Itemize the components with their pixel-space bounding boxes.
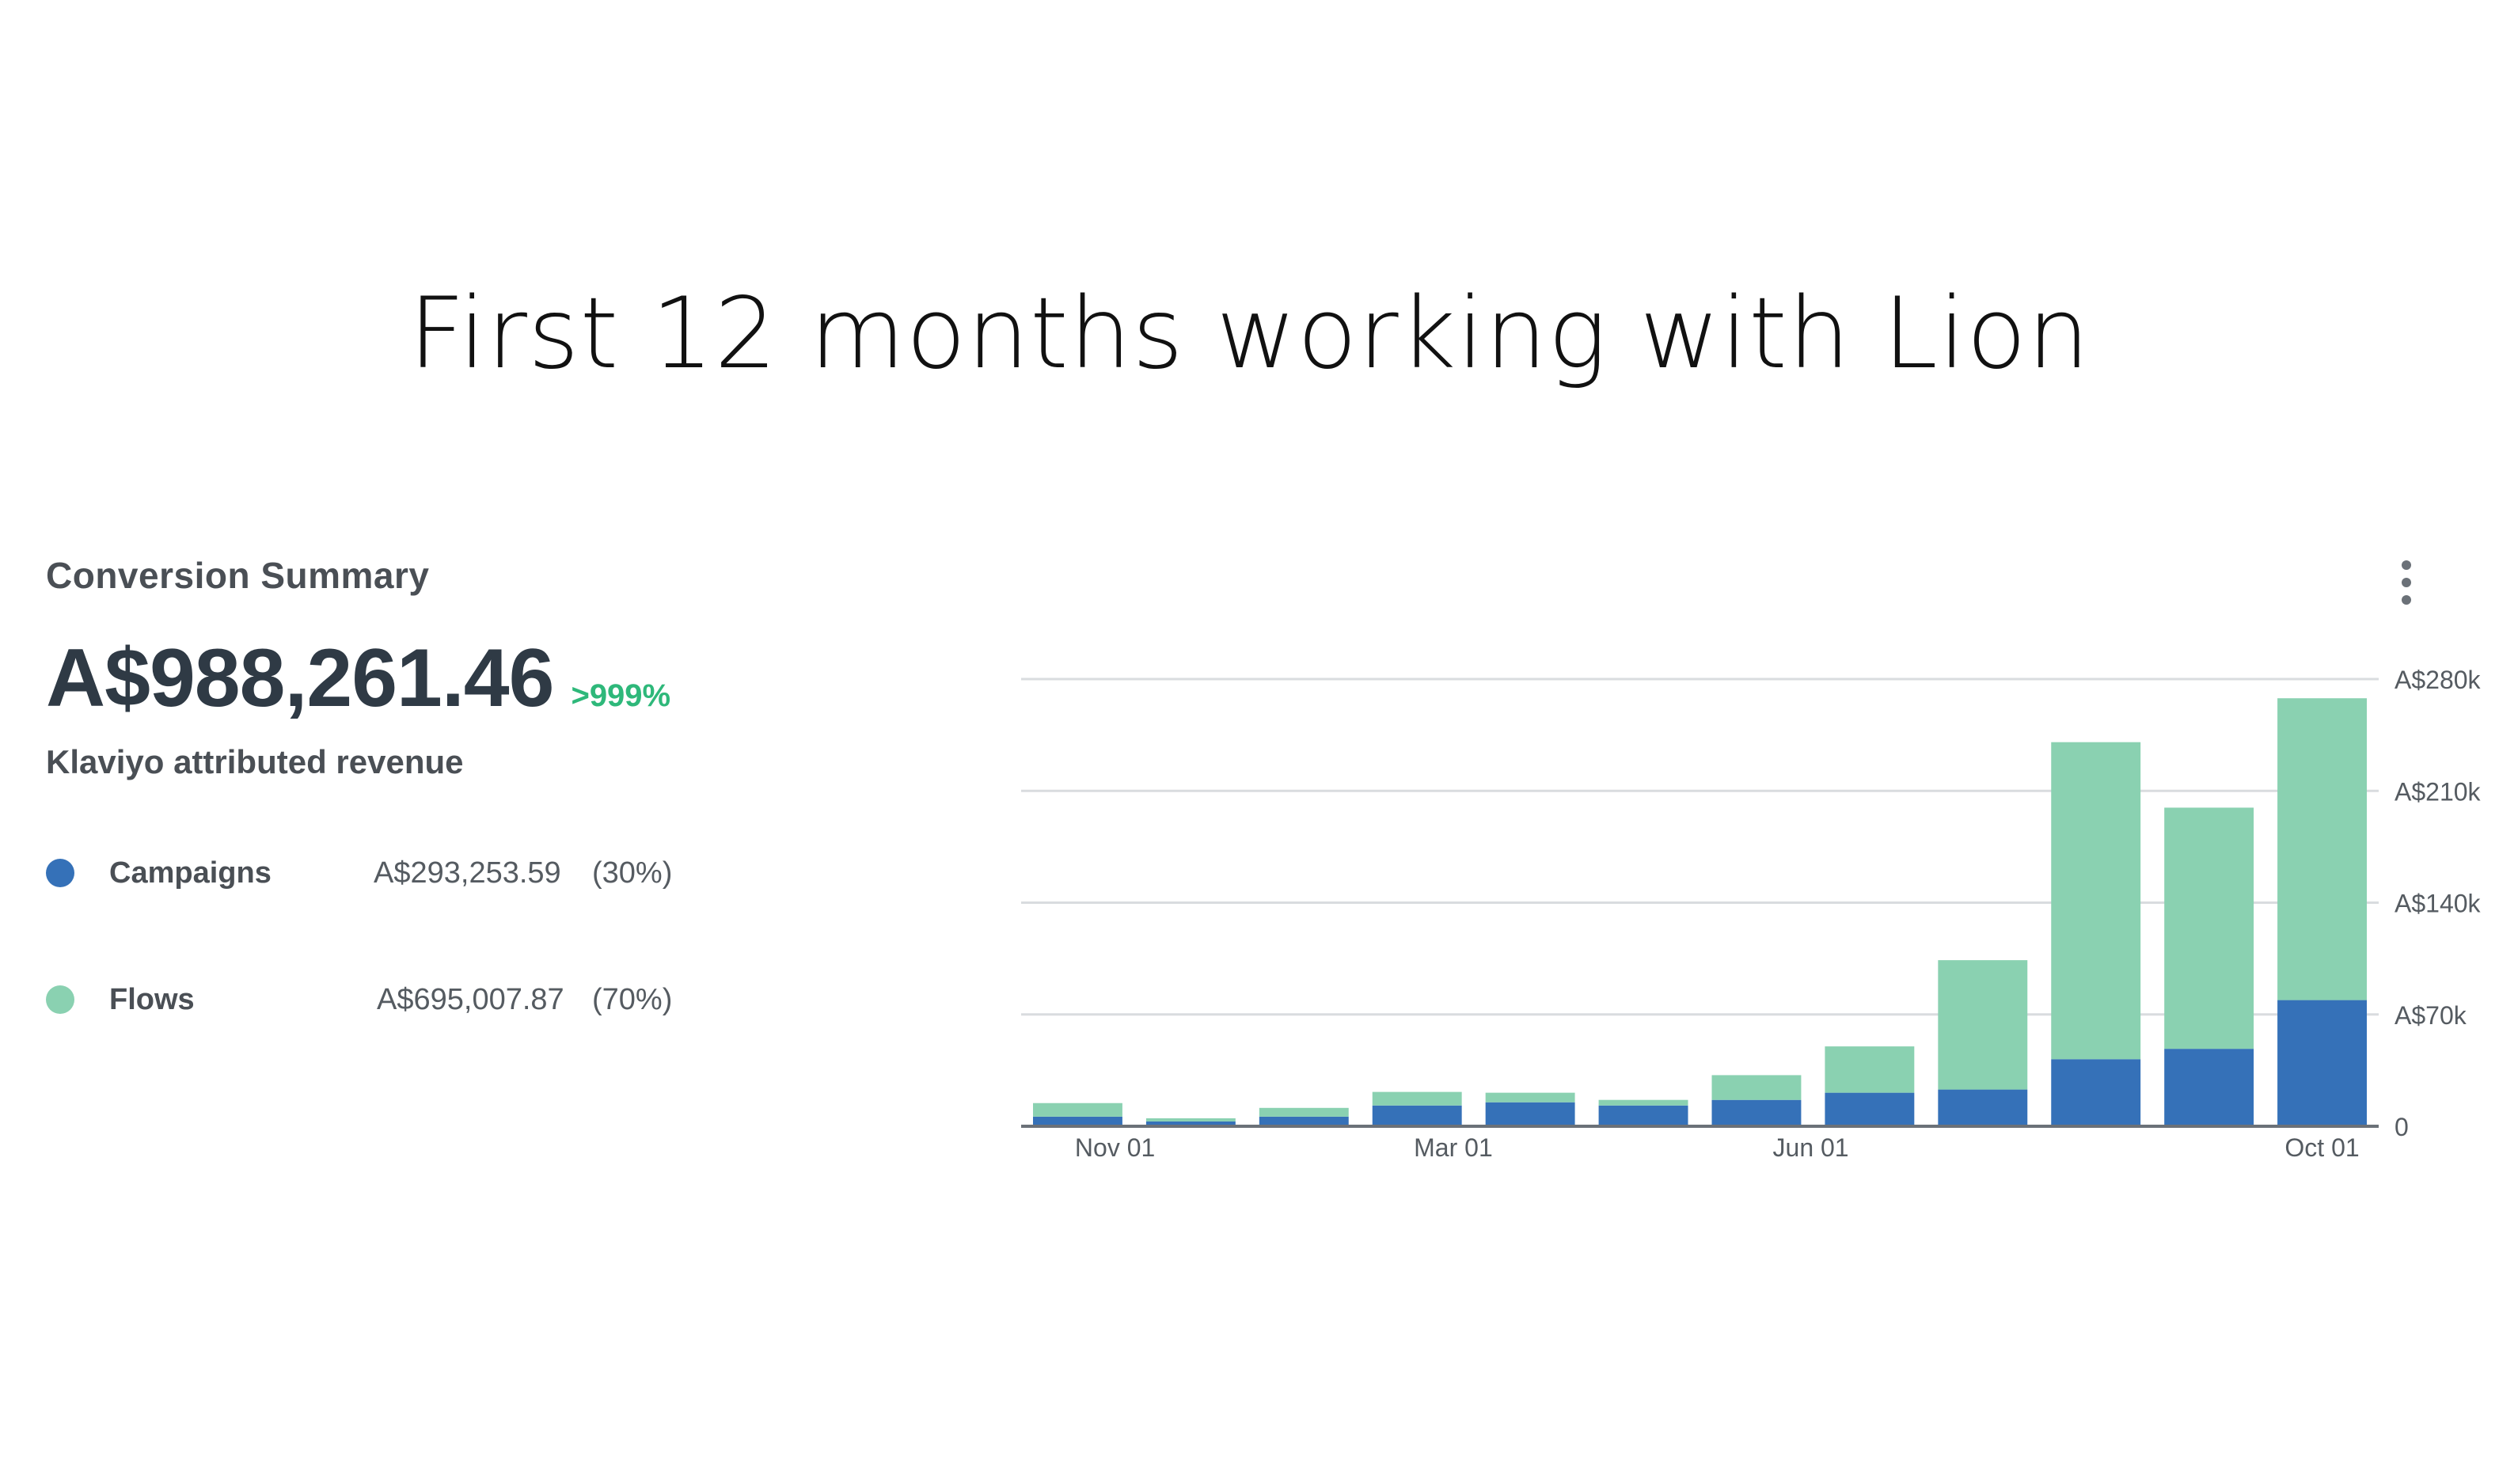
bar-campaigns-oct: [2277, 1000, 2367, 1126]
legend-item-campaigns: Campaigns A$293,253.59 (30%): [46, 856, 672, 890]
bar-campaigns-sep: [2164, 1049, 2254, 1126]
bar-flows-dec: [1145, 1118, 1236, 1122]
y-tick-label: A$210k: [2395, 777, 2482, 806]
bar-flows-mar: [1485, 1092, 1575, 1103]
y-tick-label: A$70k: [2395, 1001, 2467, 1030]
summary-title: Conversion Summary: [46, 555, 430, 596]
bar-flows-may: [1711, 1075, 1802, 1100]
y-tick-label: 0: [2395, 1113, 2409, 1141]
flows-color-dot: [46, 985, 74, 1014]
bar-campaigns-nov: [1033, 1116, 1122, 1126]
bar-flows-aug: [2051, 742, 2141, 1060]
bar-flows-sep: [2164, 807, 2254, 1049]
legend-label: Flows: [109, 982, 195, 1016]
bar-campaigns-may: [1711, 1099, 1802, 1126]
bar-campaigns-jun: [1825, 1092, 1915, 1126]
bar-campaigns-mar: [1485, 1102, 1575, 1126]
bar-campaigns-jul: [1938, 1089, 2028, 1126]
bar-campaigns-feb: [1372, 1105, 1462, 1126]
bar-flows-jun: [1825, 1046, 1915, 1093]
legend-percent: (70%): [592, 982, 673, 1016]
bar-flows-jan: [1259, 1107, 1349, 1117]
y-tick-label: A$140k: [2395, 890, 2482, 918]
x-tick-label: Nov 01: [1075, 1133, 1155, 1162]
x-tick-label: Mar 01: [1414, 1133, 1493, 1162]
legend-label: Campaigns: [109, 856, 272, 890]
total-revenue-value: A$988,261.46: [46, 632, 554, 724]
bar-campaigns-jan: [1259, 1116, 1349, 1126]
more-vertical-icon[interactable]: [2398, 560, 2414, 605]
legend-item-flows: Flows A$695,007.87 (70%): [46, 983, 672, 1016]
x-tick-label: Oct 01: [2284, 1133, 2359, 1162]
bar-flows-oct: [2277, 698, 2367, 1000]
y-tick-label: A$280k: [2395, 666, 2482, 694]
legend-amount: A$293,253.59: [374, 856, 561, 890]
total-revenue-caption: Klaviyo attributed revenue: [46, 743, 464, 780]
bar-campaigns-apr: [1598, 1105, 1688, 1126]
page-headline: First 12 months working with Lion: [408, 277, 2091, 391]
x-tick-label: Jun 01: [1773, 1133, 1849, 1162]
bar-flows-jul: [1938, 960, 2028, 1090]
legend-percent: (30%): [592, 856, 673, 890]
bar-flows-apr: [1598, 1099, 1688, 1106]
conversion-summary-panel: Conversion Summary A$988,261.46 >999% Kl…: [46, 554, 837, 1016]
legend-amount: A$695,007.87: [377, 982, 564, 1016]
bar-campaigns-dec: [1145, 1121, 1236, 1126]
campaigns-color-dot: [46, 859, 74, 887]
bar-flows-feb: [1372, 1091, 1462, 1106]
revenue-change-badge: >999%: [571, 678, 671, 713]
bar-campaigns-aug: [2051, 1059, 2141, 1126]
bar-flows-nov: [1033, 1103, 1122, 1117]
total-revenue-row: A$988,261.46 >999%: [46, 632, 837, 726]
